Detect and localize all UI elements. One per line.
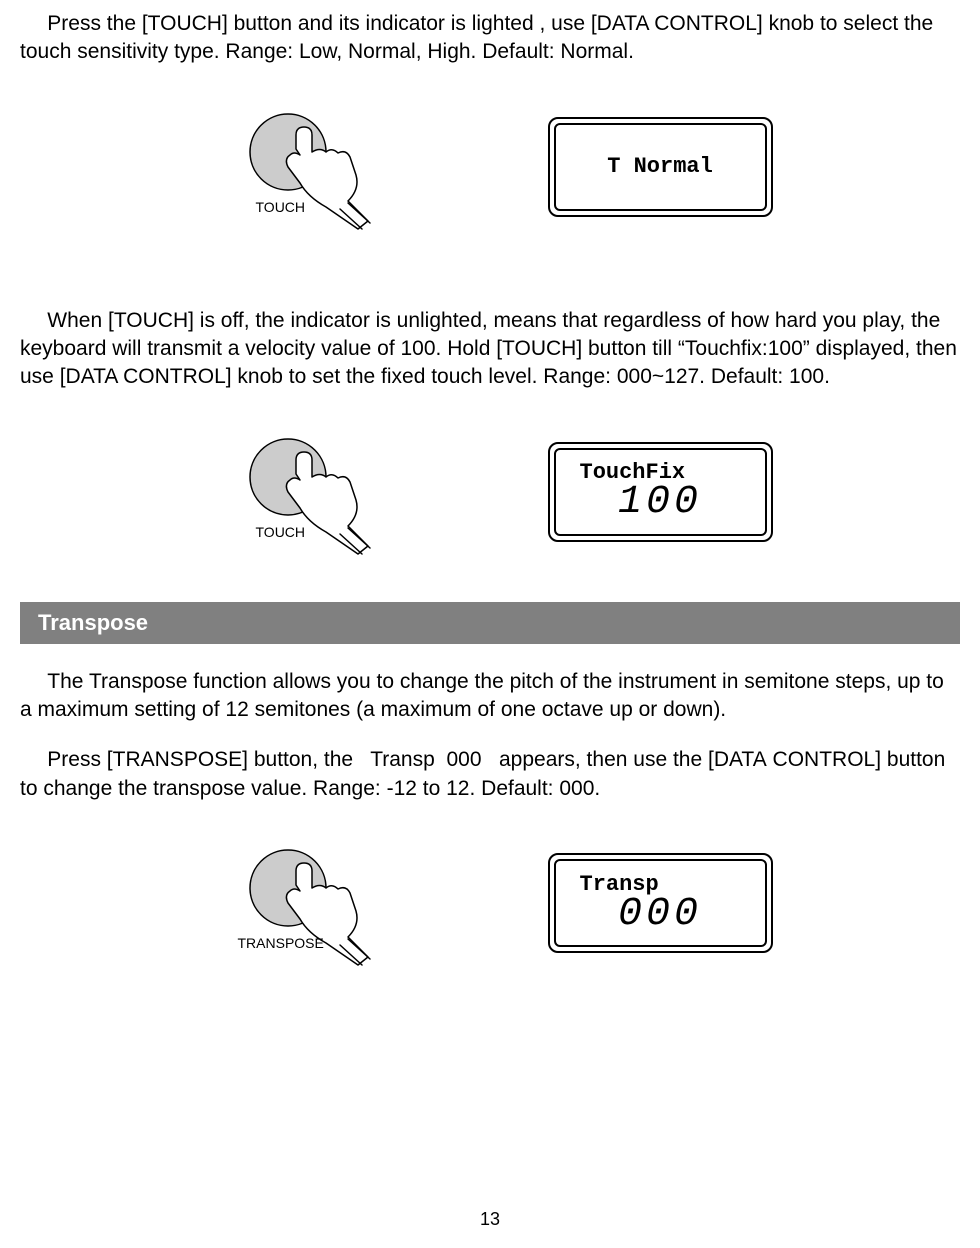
paragraph-touch-on: Press the [TOUCH] button and its indicat…: [20, 10, 960, 67]
touch-button-illustration-1: TOUCH: [208, 97, 428, 237]
touch-button-svg-1: [208, 97, 428, 237]
figure-row-transpose: TRANSPOSE Transp 000: [20, 833, 960, 973]
transpose-button-svg: [208, 833, 428, 973]
figure-row-touchfix: TOUCH TouchFix 100: [20, 422, 960, 562]
lcd-inner-2: TouchFix 100: [554, 448, 767, 536]
lcd-inner-3: Transp 000: [554, 859, 767, 947]
paragraph-touch-off: When [TOUCH] is off, the indicator is un…: [20, 307, 960, 392]
lcd-digits-touchfix: 100: [618, 483, 702, 523]
section-title-transpose: Transpose: [20, 602, 960, 644]
lcd-digits-transpose: 000: [618, 895, 702, 935]
touch-button-label-1: TOUCH: [256, 199, 306, 215]
transpose-button-label: TRANSPOSE: [238, 935, 324, 951]
figure-row-touch-normal: TOUCH T Normal: [20, 97, 960, 237]
page-container: Press the [TOUCH] button and its indicat…: [0, 0, 980, 1248]
touch-button-illustration-2: TOUCH: [208, 422, 428, 562]
touch-button-svg-2: [208, 422, 428, 562]
spacer-2: [20, 732, 960, 746]
lcd-display-touch-normal: T Normal: [548, 117, 773, 217]
lcd-line1-touch-normal: T Normal: [607, 154, 713, 179]
paragraph-transpose-desc: The Transpose function allows you to cha…: [20, 668, 960, 725]
lcd-display-transpose: Transp 000: [548, 853, 773, 953]
touch-button-label-2: TOUCH: [256, 524, 306, 540]
paragraph-transpose-instruct: Press [TRANSPOSE] button, the Transp 000…: [20, 746, 960, 803]
transpose-button-illustration: TRANSPOSE: [208, 833, 428, 973]
lcd-inner-1: T Normal: [554, 123, 767, 211]
lcd-display-touchfix: TouchFix 100: [548, 442, 773, 542]
page-number: 13: [0, 1209, 980, 1230]
spacer-1: [20, 287, 960, 307]
